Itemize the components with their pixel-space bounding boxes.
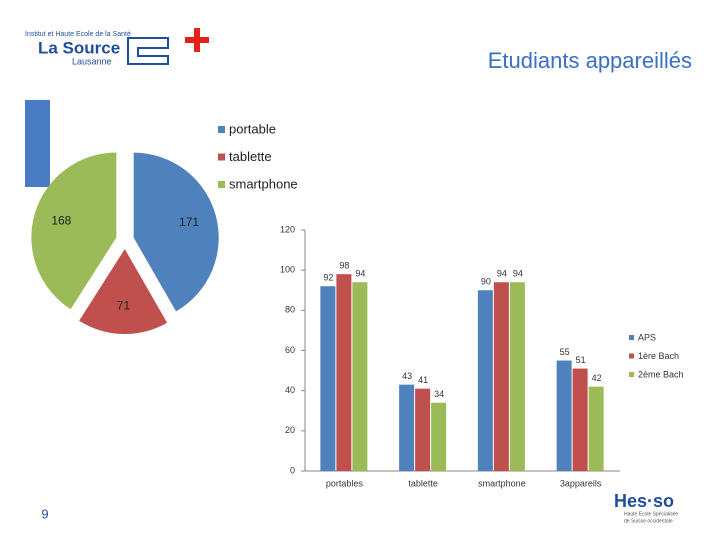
side-bar xyxy=(25,100,50,187)
x-tick-label: tablette xyxy=(408,478,438,488)
bar xyxy=(352,282,368,471)
pie-slice xyxy=(79,248,168,334)
legend-label: smartphone xyxy=(229,176,298,191)
logo-right-line1: Haute Ecole Spécialisée xyxy=(624,511,678,517)
bar-value-label: 98 xyxy=(339,261,349,271)
bar xyxy=(320,286,336,471)
bar-value-label: 51 xyxy=(576,355,586,365)
legend-swatch xyxy=(218,126,225,133)
bar-value-label: 92 xyxy=(323,273,333,283)
legend-label: tablette xyxy=(229,149,272,164)
pie-value-label: 171 xyxy=(179,215,199,229)
bar xyxy=(477,290,493,471)
y-tick-label: 120 xyxy=(280,224,295,234)
legend-swatch xyxy=(629,353,634,359)
y-tick-label: 80 xyxy=(285,305,295,315)
bar-value-label: 34 xyxy=(434,389,444,399)
legend-label: 2ème Bach xyxy=(638,369,684,379)
bar xyxy=(556,360,572,471)
bar xyxy=(399,384,415,471)
legend-label: portable xyxy=(229,121,276,136)
legend-label: APS xyxy=(638,332,656,342)
bar-value-label: 94 xyxy=(513,269,523,279)
legend-swatch xyxy=(218,153,225,161)
logo-right-name: Hes·so xyxy=(614,491,674,511)
bar-value-label: 41 xyxy=(418,375,428,385)
bar-value-label: 94 xyxy=(355,269,365,279)
slide-title: Etudiants appareillés xyxy=(488,48,692,73)
page-number: 9 xyxy=(41,506,48,521)
pie-value-label: 168 xyxy=(51,214,71,228)
x-tick-label: 3appareils xyxy=(560,478,602,488)
pie-slice xyxy=(133,152,219,312)
y-tick-label: 40 xyxy=(285,385,295,395)
logo-left-line3: Lausanne xyxy=(72,56,112,66)
bar xyxy=(431,402,447,471)
y-tick-label: 60 xyxy=(285,345,295,355)
logo-left-line2: La Source xyxy=(38,38,120,57)
bar xyxy=(336,274,352,471)
logo-cross xyxy=(194,28,200,52)
logo-right-line2: de Suisse occidentale xyxy=(624,518,673,524)
logo-left-line1: Institut et Haute Ecole de la Santé xyxy=(25,31,131,38)
bar xyxy=(588,386,604,471)
x-tick-label: portables xyxy=(326,478,364,488)
bar xyxy=(415,388,431,471)
legend-swatch xyxy=(629,372,634,377)
legend-label: 1ère Bach xyxy=(638,351,679,361)
logo-shape xyxy=(127,37,169,65)
y-tick-label: 20 xyxy=(285,425,295,435)
x-tick-label: smartphone xyxy=(478,478,526,488)
y-tick-label: 0 xyxy=(290,465,295,475)
bar-value-label: 90 xyxy=(481,277,491,287)
legend-swatch xyxy=(218,181,225,188)
pie-slice xyxy=(31,152,117,310)
bar-value-label: 43 xyxy=(402,371,412,381)
bar-value-label: 55 xyxy=(560,347,570,357)
bar xyxy=(572,368,588,471)
bar-value-label: 42 xyxy=(592,373,602,383)
pie-value-label: 71 xyxy=(117,298,131,312)
legend-swatch xyxy=(629,335,634,340)
bar-value-label: 94 xyxy=(497,269,507,279)
bar xyxy=(493,282,509,471)
y-tick-label: 100 xyxy=(280,265,295,275)
bar xyxy=(509,282,525,471)
